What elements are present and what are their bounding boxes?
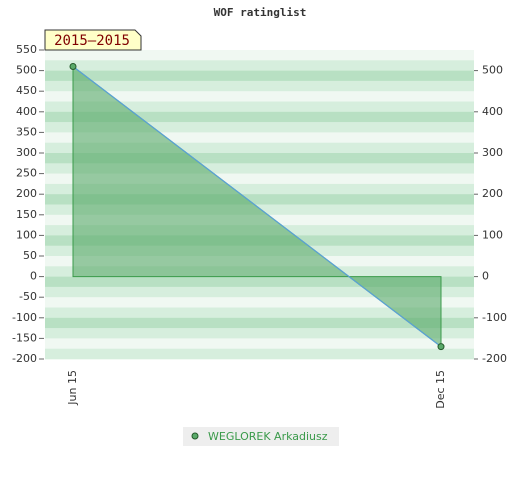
stripe bbox=[45, 91, 474, 97]
stripe bbox=[45, 348, 474, 355]
stripe bbox=[45, 338, 474, 344]
point bbox=[437, 343, 445, 351]
stripe bbox=[45, 204, 474, 210]
stripe bbox=[45, 353, 474, 360]
y-tick-label: -100 bbox=[12, 311, 37, 324]
y-tick-label: 550 bbox=[16, 43, 37, 56]
y-tick-label: 450 bbox=[16, 84, 37, 97]
legend-label: WEGLOREK Arkadiusz bbox=[208, 430, 328, 443]
stripe bbox=[45, 312, 474, 319]
stripe bbox=[45, 199, 474, 205]
y-tick-label: 500 bbox=[16, 64, 37, 77]
y-tick-label: 300 bbox=[16, 146, 37, 159]
stripe bbox=[45, 137, 474, 143]
y2-tick-label: 300 bbox=[482, 146, 503, 159]
legend-box bbox=[183, 427, 339, 446]
stripe bbox=[45, 142, 474, 149]
range-label: 2015–2015 bbox=[54, 33, 130, 49]
stripe bbox=[45, 101, 474, 107]
stripe bbox=[45, 292, 474, 298]
y2-tick-label: 500 bbox=[482, 64, 503, 77]
stripe bbox=[45, 106, 474, 113]
stripe bbox=[45, 307, 474, 313]
stripe bbox=[45, 183, 474, 190]
stripe bbox=[45, 65, 474, 71]
chart-title: WOF ratinglist bbox=[214, 6, 307, 19]
y2-tick-label: 200 bbox=[482, 187, 503, 200]
stripe bbox=[45, 189, 474, 195]
y-tick-label: -50 bbox=[19, 290, 37, 303]
stripe bbox=[45, 127, 474, 133]
y-tick-label: 50 bbox=[23, 249, 37, 262]
x-tick-label: Jun 15 bbox=[66, 370, 79, 406]
stripe bbox=[45, 333, 474, 339]
stripe bbox=[45, 122, 474, 128]
y-tick-label: 400 bbox=[16, 105, 37, 118]
stripe bbox=[45, 75, 474, 82]
stripe bbox=[45, 158, 474, 164]
y2-tick-label: -100 bbox=[482, 311, 507, 324]
stripe bbox=[45, 60, 474, 66]
stripe bbox=[45, 322, 474, 329]
y2-tick-label: 0 bbox=[482, 270, 489, 283]
stripe bbox=[45, 55, 474, 61]
stripe bbox=[45, 50, 474, 56]
stripe bbox=[45, 116, 474, 123]
stripe bbox=[45, 153, 474, 159]
stripe bbox=[45, 96, 474, 102]
y2-tick-label: 100 bbox=[482, 228, 503, 241]
stripe bbox=[45, 276, 474, 283]
stripe bbox=[45, 302, 474, 308]
y-tick-label: -200 bbox=[12, 352, 37, 365]
stripe bbox=[45, 328, 474, 334]
y-tick-label: 200 bbox=[16, 187, 37, 200]
y-tick-label: 0 bbox=[30, 270, 37, 283]
stripe bbox=[45, 317, 474, 324]
stripe bbox=[45, 297, 474, 303]
stripe bbox=[45, 173, 474, 180]
point bbox=[69, 62, 77, 70]
stripe bbox=[45, 111, 474, 118]
y2-tick-label: -200 bbox=[482, 352, 507, 365]
y-tick-label: 100 bbox=[16, 228, 37, 241]
stripe bbox=[45, 281, 474, 288]
y2-tick-label: 400 bbox=[482, 105, 503, 118]
y-tick-label: 150 bbox=[16, 208, 37, 221]
stripe bbox=[45, 80, 474, 87]
stripe bbox=[45, 132, 474, 138]
x-tick-label: Dec 15 bbox=[434, 370, 447, 409]
stripe bbox=[45, 178, 474, 185]
stripe bbox=[45, 286, 474, 293]
y-tick-label: 250 bbox=[16, 167, 37, 180]
stripe bbox=[45, 147, 474, 154]
stripe bbox=[45, 168, 474, 174]
stripe bbox=[45, 163, 474, 169]
stripe bbox=[45, 86, 474, 92]
y-tick-label: 350 bbox=[16, 125, 37, 138]
y-tick-label: -150 bbox=[12, 331, 37, 344]
stripe bbox=[45, 70, 474, 77]
line bbox=[72, 66, 442, 348]
legend-marker bbox=[191, 432, 199, 440]
stripe bbox=[45, 194, 474, 200]
stripe bbox=[45, 343, 474, 349]
range-label-box bbox=[44, 29, 142, 51]
